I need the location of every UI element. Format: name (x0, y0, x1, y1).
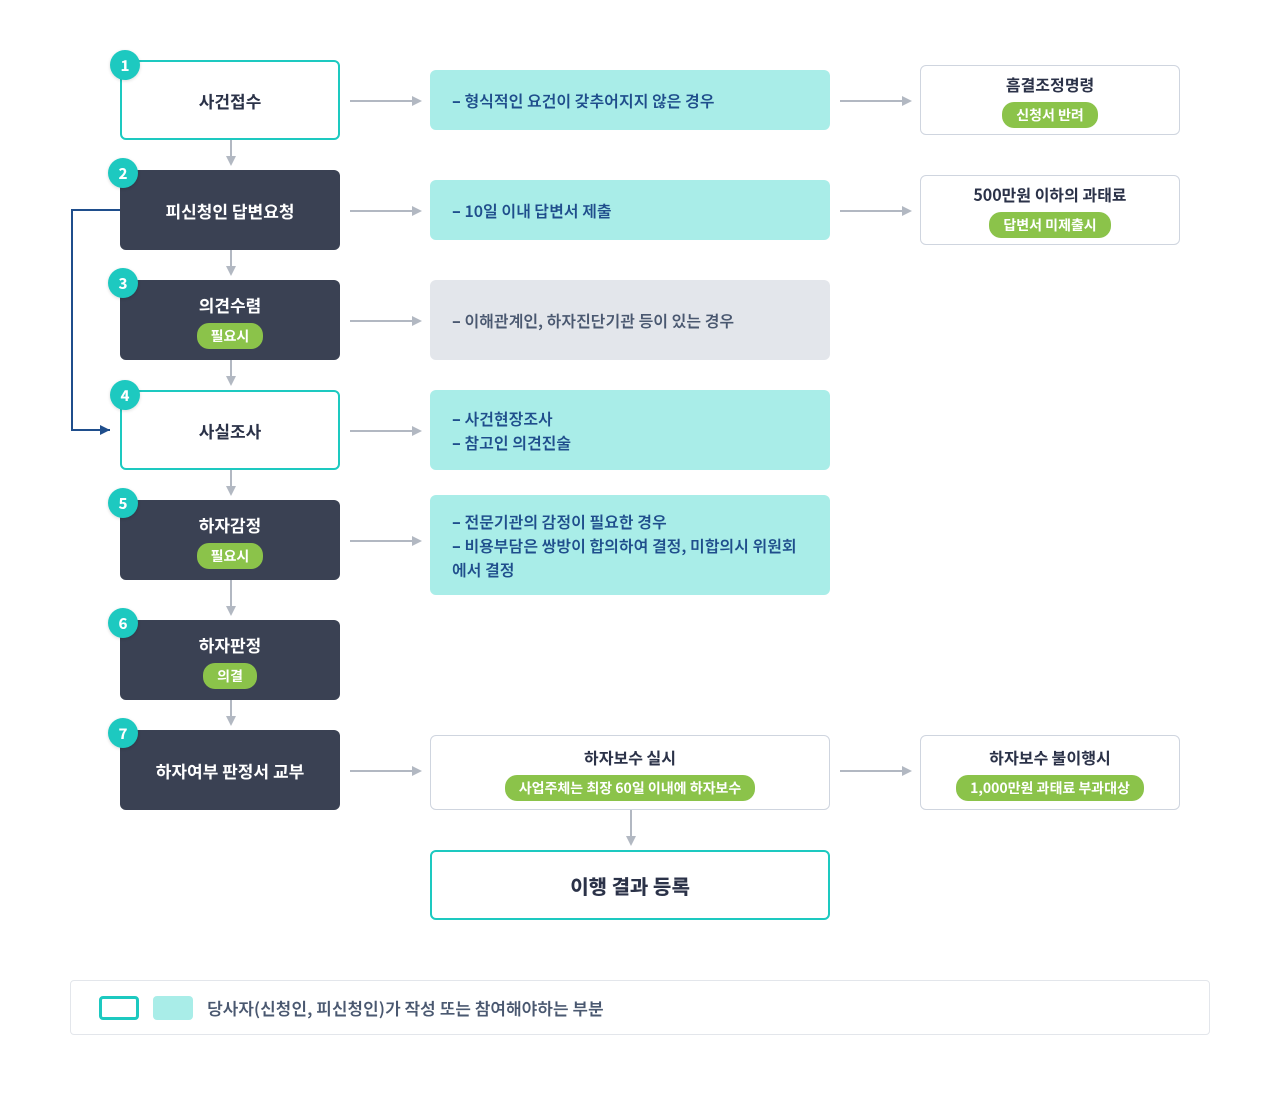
bottom-result: 하자보수 불이행시 1,000만원 과태료 부과대상 (920, 735, 1180, 810)
step-5-title: 하자감정 (199, 512, 262, 537)
detail-5-item-1: 비용부담은 쌍방이 합의하여 결정, 미합의시 위원회에서 결정 (452, 533, 808, 581)
arrow-v-6-7 (230, 700, 232, 724)
step-3: 3 의견수렴 필요시 (120, 280, 340, 360)
step-6: 6 하자판정 의결 (120, 620, 340, 700)
detail-3-item-0: 이해관계인, 하자진단기관 등이 있는 경우 (452, 308, 808, 332)
step-7-title: 하자여부 판정서 교부 (156, 758, 304, 783)
detail-2-item-0: 10일 이내 답변서 제출 (452, 198, 808, 222)
result-1: 흠결조정명령 신청서 반려 (920, 65, 1180, 135)
result-1-pill: 신청서 반려 (1002, 102, 1098, 128)
final-box-title: 이행 결과 등록 (570, 871, 690, 900)
bottom-result-title: 하자보수 불이행시 (989, 745, 1110, 769)
arrow-2-detail (350, 210, 420, 212)
arrow-bottom-detail-result (840, 770, 910, 772)
detail-1: 형식적인 요건이 갖추어지지 않은 경우 (430, 70, 830, 130)
step-3-num: 3 (108, 268, 138, 298)
step-5: 5 하자감정 필요시 (120, 500, 340, 580)
step-5-num: 5 (108, 488, 138, 518)
arrow-detail2-result (840, 210, 910, 212)
detail-5-item-0: 전문기관의 감정이 필요한 경우 (452, 509, 808, 533)
arrow-detail1-result (840, 100, 910, 102)
detail-4-item-0: 사건현장조사 (452, 406, 808, 430)
bottom-detail: 하자보수 실시 사업주체는 최장 60일 이내에 하자보수 (430, 735, 830, 810)
step-2: 2 피신청인 답변요청 (120, 170, 340, 250)
arrow-7-bottom-detail (350, 770, 420, 772)
step-5-pill: 필요시 (197, 543, 264, 569)
bottom-detail-title: 하자보수 실시 (584, 745, 676, 769)
step-1-title: 사건접수 (199, 88, 262, 113)
step-6-pill: 의결 (203, 663, 257, 689)
arrow-v-5-6 (230, 580, 232, 614)
step-1: 1 사건접수 (120, 60, 340, 140)
flowchart-canvas: 1 사건접수 형식적인 요건이 갖추어지지 않은 경우 흠결조정명령 신청서 반… (50, 40, 1230, 1060)
detail-5: 전문기관의 감정이 필요한 경우 비용부담은 쌍방이 합의하여 결정, 미합의시… (430, 495, 830, 595)
arrow-3-detail (350, 320, 420, 322)
arrow-v-3-4 (230, 360, 232, 384)
bottom-result-pill: 1,000만원 과태료 부과대상 (956, 775, 1144, 801)
result-2-title: 500만원 이하의 과태료 (973, 182, 1126, 206)
legend: 당사자(신청인, 피신청인)가 작성 또는 참여해야하는 부분 (70, 980, 1210, 1035)
step-3-pill: 필요시 (197, 323, 264, 349)
arrow-5-detail (350, 540, 420, 542)
arrow-v-4-5 (230, 470, 232, 494)
arrow-v-bottom-final (630, 810, 632, 844)
detail-2: 10일 이내 답변서 제출 (430, 180, 830, 240)
step-2-num: 2 (108, 158, 138, 188)
result-2: 500만원 이하의 과태료 답변서 미제출시 (920, 175, 1180, 245)
step-7: 7 하자여부 판정서 교부 (120, 730, 340, 810)
final-box: 이행 결과 등록 (430, 850, 830, 920)
step-6-num: 6 (108, 608, 138, 638)
step-3-title: 의견수렴 (199, 292, 262, 317)
legend-text: 당사자(신청인, 피신청인)가 작성 또는 참여해야하는 부분 (207, 995, 604, 1020)
arrow-1-detail (350, 100, 420, 102)
step-4: 4 사실조사 (120, 390, 340, 470)
arrow-4-detail (350, 430, 420, 432)
detail-1-item-0: 형식적인 요건이 갖추어지지 않은 경우 (452, 88, 808, 112)
legend-swatch-outline (99, 996, 139, 1020)
step-4-num: 4 (110, 380, 140, 410)
step-2-title: 피신청인 답변요청 (166, 198, 295, 223)
detail-4: 사건현장조사 참고인 의견진술 (430, 390, 830, 470)
step-7-num: 7 (108, 718, 138, 748)
arrow-v-2-3 (230, 250, 232, 274)
step-6-title: 하자판정 (199, 632, 262, 657)
detail-3: 이해관계인, 하자진단기관 등이 있는 경우 (430, 280, 830, 360)
result-1-title: 흠결조정명령 (1006, 72, 1094, 96)
result-2-pill: 답변서 미제출시 (989, 212, 1110, 238)
step-1-num: 1 (110, 50, 140, 80)
step-4-title: 사실조사 (199, 418, 262, 443)
detail-4-item-1: 참고인 의견진술 (452, 430, 808, 454)
legend-swatch-fill (153, 996, 193, 1020)
bottom-detail-pill: 사업주체는 최장 60일 이내에 하자보수 (505, 775, 755, 801)
arrow-v-1-2 (230, 140, 232, 164)
